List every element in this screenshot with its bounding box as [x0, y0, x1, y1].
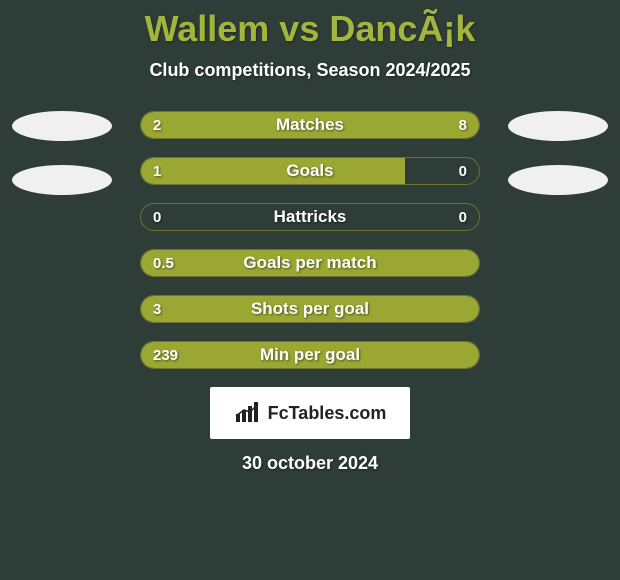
bars-container: 2Matches81Goals00Hattricks00.5Goals per …	[140, 111, 480, 369]
stat-bar: 3Shots per goal	[140, 295, 480, 323]
bar-value-right: 0	[459, 204, 467, 230]
subtitle: Club competitions, Season 2024/2025	[0, 60, 620, 81]
stat-bar: 1Goals0	[140, 157, 480, 185]
avatar-placeholder	[508, 111, 608, 141]
stat-bar: 0Hattricks0	[140, 203, 480, 231]
player-left-avatars	[12, 111, 112, 219]
stat-bar: 239Min per goal	[140, 341, 480, 369]
stat-bar: 0.5Goals per match	[140, 249, 480, 277]
chart-icon	[234, 402, 262, 424]
bar-value-right: 0	[459, 158, 467, 184]
comparison-chart: 2Matches81Goals00Hattricks00.5Goals per …	[0, 111, 620, 369]
bar-value-right: 8	[459, 112, 467, 138]
page-title: Wallem vs DancÃ¡k	[0, 0, 620, 50]
bar-label: Hattricks	[141, 204, 479, 230]
avatar-placeholder	[12, 165, 112, 195]
logo-box: FcTables.com	[210, 387, 410, 439]
avatar-placeholder	[12, 111, 112, 141]
date-text: 30 october 2024	[0, 453, 620, 474]
logo-text: FcTables.com	[268, 403, 387, 424]
bar-label: Goals per match	[141, 250, 479, 276]
bar-label: Shots per goal	[141, 296, 479, 322]
bar-label: Min per goal	[141, 342, 479, 368]
player-right-avatars	[508, 111, 608, 219]
bar-label: Goals	[141, 158, 479, 184]
bar-label: Matches	[141, 112, 479, 138]
avatar-placeholder	[508, 165, 608, 195]
stat-bar: 2Matches8	[140, 111, 480, 139]
